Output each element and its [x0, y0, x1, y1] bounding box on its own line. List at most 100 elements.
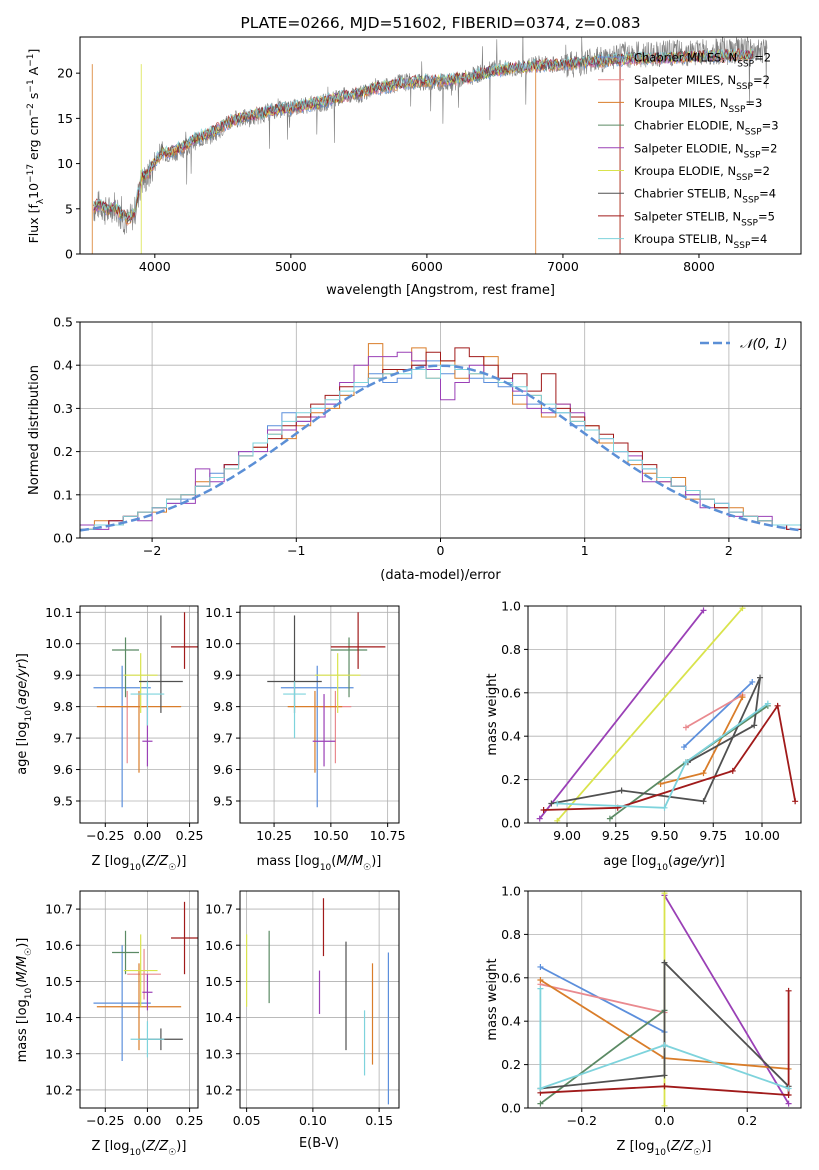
tick-label-y: 0.0: [53, 531, 73, 546]
label-part: Flux [f: [26, 204, 41, 244]
axes-frame: [79, 36, 802, 255]
tick-label-y: 9.7: [213, 731, 233, 746]
tick-label-x: 1: [581, 543, 589, 558]
label-part: −17: [26, 164, 36, 183]
panel-6: −0.25 0.00 0.25 10.2 10.3 10.4 10.5 10.6 10.7 Z […: [15, 890, 203, 1158]
label-part: SSP: [745, 128, 762, 138]
label-part: λ: [36, 198, 46, 204]
label-part: ]: [26, 49, 41, 54]
tick-label-x: 0: [437, 543, 445, 558]
tick-label-y: 9.9: [213, 668, 233, 683]
series-line: [539, 1009, 666, 1105]
label-part: =4: [750, 232, 767, 246]
label-part: age [log: [603, 854, 656, 869]
label-part: =2: [761, 141, 778, 155]
label-part: )]: [371, 854, 381, 869]
tick-label-y: 0.0: [501, 1101, 521, 1116]
label-part: Kroupa MILES, N: [634, 96, 729, 110]
label-part: ☉: [24, 948, 34, 956]
x-axis-label: wavelength [Angstrom, rest frame]: [326, 283, 555, 298]
point-marker: [548, 800, 555, 807]
y-axis-label: mass weight: [485, 958, 500, 1040]
label-part: )]: [15, 653, 30, 663]
legend-label: Chabrier ELODIE, NSSP=3: [634, 119, 779, 138]
label-part: mass [log: [257, 854, 320, 869]
tick-label-x: 10.50: [313, 828, 349, 843]
axes-frame: [79, 605, 199, 824]
tick-label-y: 5: [65, 201, 73, 216]
label-part: 10: [656, 863, 668, 873]
x-axis-label: Z [log10(Z/Z☉)]: [92, 854, 187, 873]
tick-label-x: 10.00: [744, 828, 780, 843]
tick-label-x: 10.75: [370, 828, 406, 843]
tick-label-y: 0: [65, 247, 73, 262]
label-part: (: [141, 1139, 146, 1154]
tick-label-x: −0.2: [567, 1113, 597, 1128]
label-part: erg cm: [26, 116, 41, 164]
legend-label: Salpeter STELIB, NSSP=5: [634, 209, 775, 228]
label-part: Chabrier STELIB, N: [634, 187, 742, 201]
histogram-steps: [80, 364, 801, 538]
y-axis-label: mass [log10(M/M☉)]: [15, 938, 34, 1063]
panel-4: 10.25 10.50 10.75 9.5 9.6 9.7 9.8 9.9 10.0 10.1 ma…: [205, 605, 405, 873]
tick-label-y: 10.7: [45, 902, 73, 917]
label-part: SSP: [744, 150, 761, 160]
label-part: (: [668, 854, 673, 869]
point-marker: [774, 702, 781, 709]
tick-label-x: 4000: [139, 259, 171, 274]
tick-label-x: 5000: [275, 259, 307, 274]
y-axis-label: age [log10(age/yr)]: [15, 653, 34, 775]
series-line: [663, 894, 790, 1105]
point-marker: [537, 1085, 544, 1092]
label-part: Kroupa ELODIE, N: [634, 164, 736, 178]
label-part: 10: [654, 1148, 666, 1158]
tick-label-x: 0.2: [737, 1113, 757, 1128]
label-part: ☉: [168, 1148, 176, 1158]
tick-label-y: 9.6: [213, 762, 233, 777]
legend-label: Chabrier STELIB, NSSP=4: [634, 187, 776, 206]
point-marker: [792, 798, 799, 805]
label-part: )]: [15, 938, 30, 948]
x-axis-label: Z [log10(Z/Z☉)]: [92, 1139, 187, 1158]
tick-label-x: 0.15: [365, 1113, 393, 1128]
tick-label-x: 0.00: [134, 828, 162, 843]
tick-label-x: 0.10: [299, 1113, 327, 1128]
point-marker: [700, 607, 707, 614]
tick-label-y: 0.6: [501, 970, 521, 985]
tick-label-y: 1.0: [501, 599, 521, 614]
point-marker: [661, 1042, 668, 1049]
legend-label: Salpeter MILES, NSSP=2: [634, 73, 770, 92]
label-part: Salpeter STELIB, N: [634, 209, 741, 223]
point-marker: [537, 985, 544, 992]
tick-label-y: 10.6: [205, 938, 233, 953]
tick-label-y: 10.0: [45, 636, 73, 651]
point-marker: [661, 1083, 668, 1090]
tick-label-y: 9.8: [213, 699, 233, 714]
axes-frame: [79, 890, 199, 1109]
tick-label-y: 10.5: [45, 974, 73, 989]
tick-label-y: 20: [57, 66, 73, 81]
point-marker: [606, 815, 613, 822]
point-marker: [785, 987, 792, 994]
label-part: mass [log: [15, 999, 30, 1062]
label-part: Chabrier MILES, N: [634, 51, 737, 65]
series-line: [538, 609, 705, 820]
label-part: 10: [26, 183, 41, 199]
x-axis-label: age [log10(age/yr)]: [603, 854, 725, 873]
legend: 𝒩(0, 1): [700, 337, 787, 352]
legend-label: Kroupa STELIB, NSSP=4: [634, 232, 767, 251]
series-line: [683, 681, 753, 748]
tick-label-y: 10.4: [205, 1010, 233, 1025]
point-marker: [700, 798, 707, 805]
point-marker: [749, 678, 756, 685]
tick-label-y: 9.8: [53, 699, 73, 714]
point-marker: [661, 804, 668, 811]
tick-label-x: 0.00: [134, 1113, 162, 1128]
plot-area: [80, 343, 801, 538]
label-part: ☉: [168, 863, 176, 873]
tick-label-x: −0.25: [86, 1113, 124, 1128]
label-part: )]: [701, 1139, 711, 1154]
label-part: −2: [26, 103, 36, 116]
point-marker: [661, 959, 668, 966]
